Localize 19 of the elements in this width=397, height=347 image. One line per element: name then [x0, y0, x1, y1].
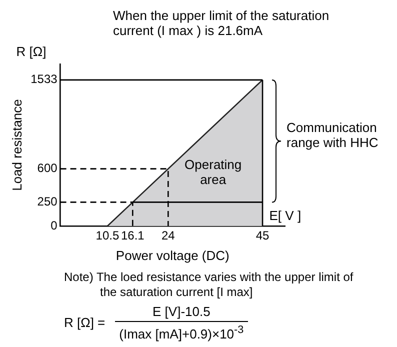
text: Communication range with HHC: [286, 120, 380, 150]
y-tick-label: 1533: [30, 72, 58, 86]
y-tick-label: 600: [37, 161, 58, 176]
text: Note) The loed resistance varies with the upper limit of the saturation current [I max]: [64, 270, 354, 300]
y-tick-label: 0: [50, 218, 58, 232]
text: (Imax [mA]+0.9)×10$^{-3}$: [115, 321, 248, 342]
text: R [Ω] =: [64, 315, 106, 330]
y-tick-label: 250: [37, 194, 58, 208]
chart-title: When the upper limit of the saturation current (I max ) is 21.6mA: [113, 8, 330, 38]
text: R [Ω]: [16, 44, 46, 59]
text: E [V]-10.5: [152, 304, 212, 321]
x-tick-label: 24: [161, 228, 176, 243]
x-tick-label: 16.1: [120, 228, 145, 243]
y-axis-title: Load resistance: [9, 99, 24, 191]
x-tick-label: 10.5: [96, 228, 120, 243]
annotation: Operating area: [184, 157, 243, 188]
x-axis-title: Power voltage (DC): [116, 248, 230, 263]
x-tick-label: 45: [256, 228, 270, 243]
annotation: E[ V ]: [269, 208, 302, 223]
